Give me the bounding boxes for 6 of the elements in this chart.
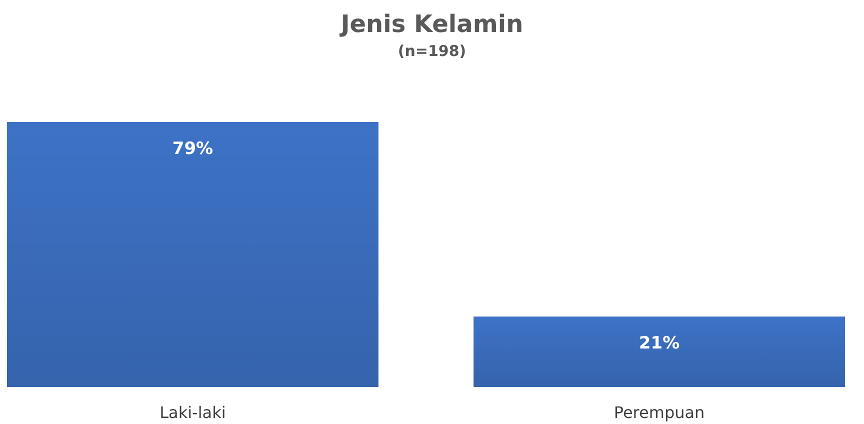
data-label: 79% — [172, 139, 214, 159]
chart-subtitle: (n=198) — [398, 42, 466, 60]
x-tick-label: Perempuan — [614, 403, 705, 422]
data-label: 21% — [638, 334, 680, 354]
x-tick-label: Laki-laki — [160, 403, 226, 422]
chart-title: Jenis Kelamin — [338, 10, 524, 38]
